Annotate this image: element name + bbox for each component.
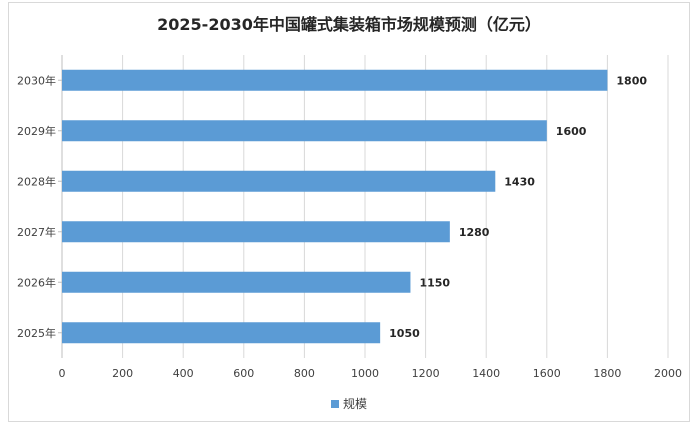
x-tick-label: 1600 <box>533 367 561 380</box>
x-tick-label: 1400 <box>472 367 500 380</box>
data-label: 1600 <box>556 125 587 138</box>
data-label: 1430 <box>504 175 535 188</box>
y-tick-label: 2029年 <box>17 124 56 138</box>
bar <box>62 170 496 192</box>
x-tick-label: 0 <box>59 367 66 380</box>
data-label: 1800 <box>616 74 647 87</box>
x-tick-label: 600 <box>233 367 254 380</box>
bar <box>62 120 547 142</box>
bar <box>62 271 411 293</box>
x-tick-label: 200 <box>112 367 133 380</box>
chart-title: 2025-2030年中国罐式集装箱市场规模预测（亿元） <box>157 15 541 34</box>
legend-label: 规模 <box>342 397 367 411</box>
x-tick-label: 1000 <box>351 367 379 380</box>
bar <box>62 69 608 91</box>
legend: 规模 <box>0 395 698 412</box>
x-tick-label: 1200 <box>412 367 440 380</box>
data-label: 1150 <box>419 276 450 289</box>
bar <box>62 221 450 243</box>
x-tick-label: 400 <box>173 367 194 380</box>
bar <box>62 322 381 344</box>
y-tick-label: 2026年 <box>17 275 56 289</box>
legend-swatch <box>330 400 339 408</box>
x-tick-label: 800 <box>294 367 315 380</box>
y-tick-label: 2027年 <box>17 225 56 239</box>
y-tick-label: 2030年 <box>17 73 56 87</box>
y-tick-label: 2028年 <box>17 174 56 188</box>
x-tick-label: 2000 <box>654 367 682 380</box>
x-tick-label: 1800 <box>593 367 621 380</box>
y-tick-label: 2025年 <box>17 326 56 340</box>
data-label: 1050 <box>389 327 420 340</box>
data-label: 1280 <box>459 226 490 239</box>
